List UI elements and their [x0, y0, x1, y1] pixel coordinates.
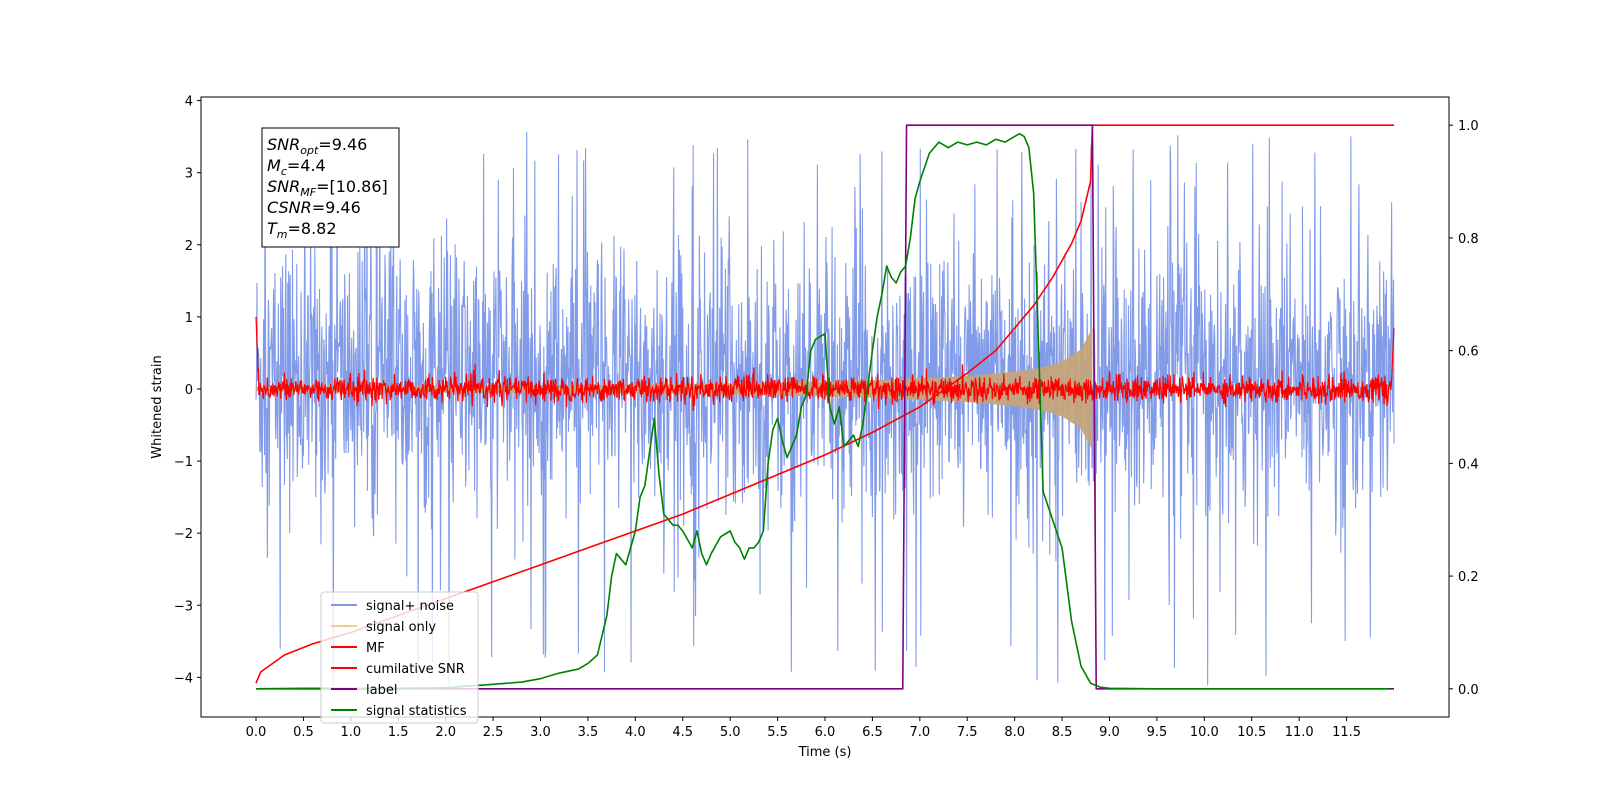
x-tick-label: 10.5: [1237, 725, 1266, 740]
legend-entry: signal statistics: [366, 704, 467, 719]
series-signal-noise: [255, 131, 1395, 687]
y-axis-right: 1.0 0.8 0.6 0.4 0.2 0.0: [1449, 119, 1479, 698]
annotation-line: SNRopt=9.46: [267, 135, 367, 157]
y2-tick-label: 0.4: [1458, 457, 1479, 472]
y2-tick-label: 1.0: [1458, 119, 1479, 134]
x-tick-label: 1.5: [388, 725, 409, 740]
x-tick-label: 8.0: [1004, 725, 1025, 740]
legend: signal+ noise signal only MF cumilative SNR…: [320, 591, 479, 724]
x-tick-label: 2.5: [483, 725, 504, 740]
x-tick-label: 4.5: [672, 725, 693, 740]
x-tick-label: 3.0: [530, 725, 551, 740]
x-tick-label: 2.0: [435, 725, 456, 740]
y-tick-label: −3: [174, 599, 193, 614]
y-tick-label: 1: [185, 311, 193, 326]
y2-tick-label: 0.6: [1458, 345, 1479, 360]
x-tick-label: 7.5: [957, 725, 978, 740]
x-tick-label: 11.0: [1285, 725, 1314, 740]
legend-entry: signal only: [366, 620, 436, 635]
legend-entry: label: [366, 683, 397, 698]
annotation-line: SNRMF=[10.86]: [267, 177, 388, 199]
x-tick-label: 6.0: [815, 725, 836, 740]
x-tick-label: 0.0: [246, 725, 267, 740]
x-tick-label: 3.5: [578, 725, 599, 740]
annotation-line: Tm=8.82: [267, 219, 337, 241]
series-mf: [255, 316, 1395, 412]
y-tick-label: −2: [174, 527, 193, 542]
legend-frame: [320, 591, 479, 724]
x-tick-label: 1.0: [340, 725, 361, 740]
annotation-frame: [261, 127, 400, 248]
annotation-line: CSNR=9.46: [267, 198, 361, 217]
y-axis-left: 4 3 2 1 0 −1 −2 −3 −4: [174, 95, 201, 686]
y-tick-label: 0: [185, 383, 193, 398]
y-axis-label: Whitened strain: [150, 355, 165, 458]
x-tick-label: 6.5: [862, 725, 883, 740]
y-tick-label: 3: [185, 167, 193, 182]
y2-tick-label: 0.2: [1458, 570, 1479, 585]
legend-entry: cumilative SNR: [366, 662, 465, 677]
x-tick-label: 0.5: [293, 725, 314, 740]
legend-entry: signal+ noise: [366, 599, 454, 614]
x-tick-label: 10.0: [1190, 725, 1219, 740]
y2-tick-label: 0.8: [1458, 232, 1479, 247]
legend-entry: MF: [366, 641, 385, 656]
y-tick-label: 4: [185, 95, 193, 110]
y-tick-label: 2: [185, 239, 193, 254]
series-signal-statistics: [255, 132, 1390, 690]
x-tick-label: 11.5: [1332, 725, 1361, 740]
x-tick-label: 8.5: [1052, 725, 1073, 740]
annotation-line: Mc=4.4: [267, 156, 326, 178]
y-tick-label: −1: [174, 455, 193, 470]
y2-tick-label: 0.0: [1458, 683, 1479, 698]
x-tick-label: 5.0: [720, 725, 741, 740]
y-tick-label: −4: [174, 671, 193, 686]
x-tick-label: 4.0: [625, 725, 646, 740]
x-tick-label: 9.5: [1147, 725, 1168, 740]
x-tick-label: 5.5: [767, 725, 788, 740]
x-tick-label: 9.0: [1099, 725, 1120, 740]
x-tick-label: 7.0: [909, 725, 930, 740]
x-axis: 0.0 0.5 1.0 1.5 2.0 2.5 3.0 3.5 4.0 4.5 5.0 5.5 6.0 6…: [246, 717, 1361, 740]
x-axis-label: Time (s): [798, 745, 852, 760]
